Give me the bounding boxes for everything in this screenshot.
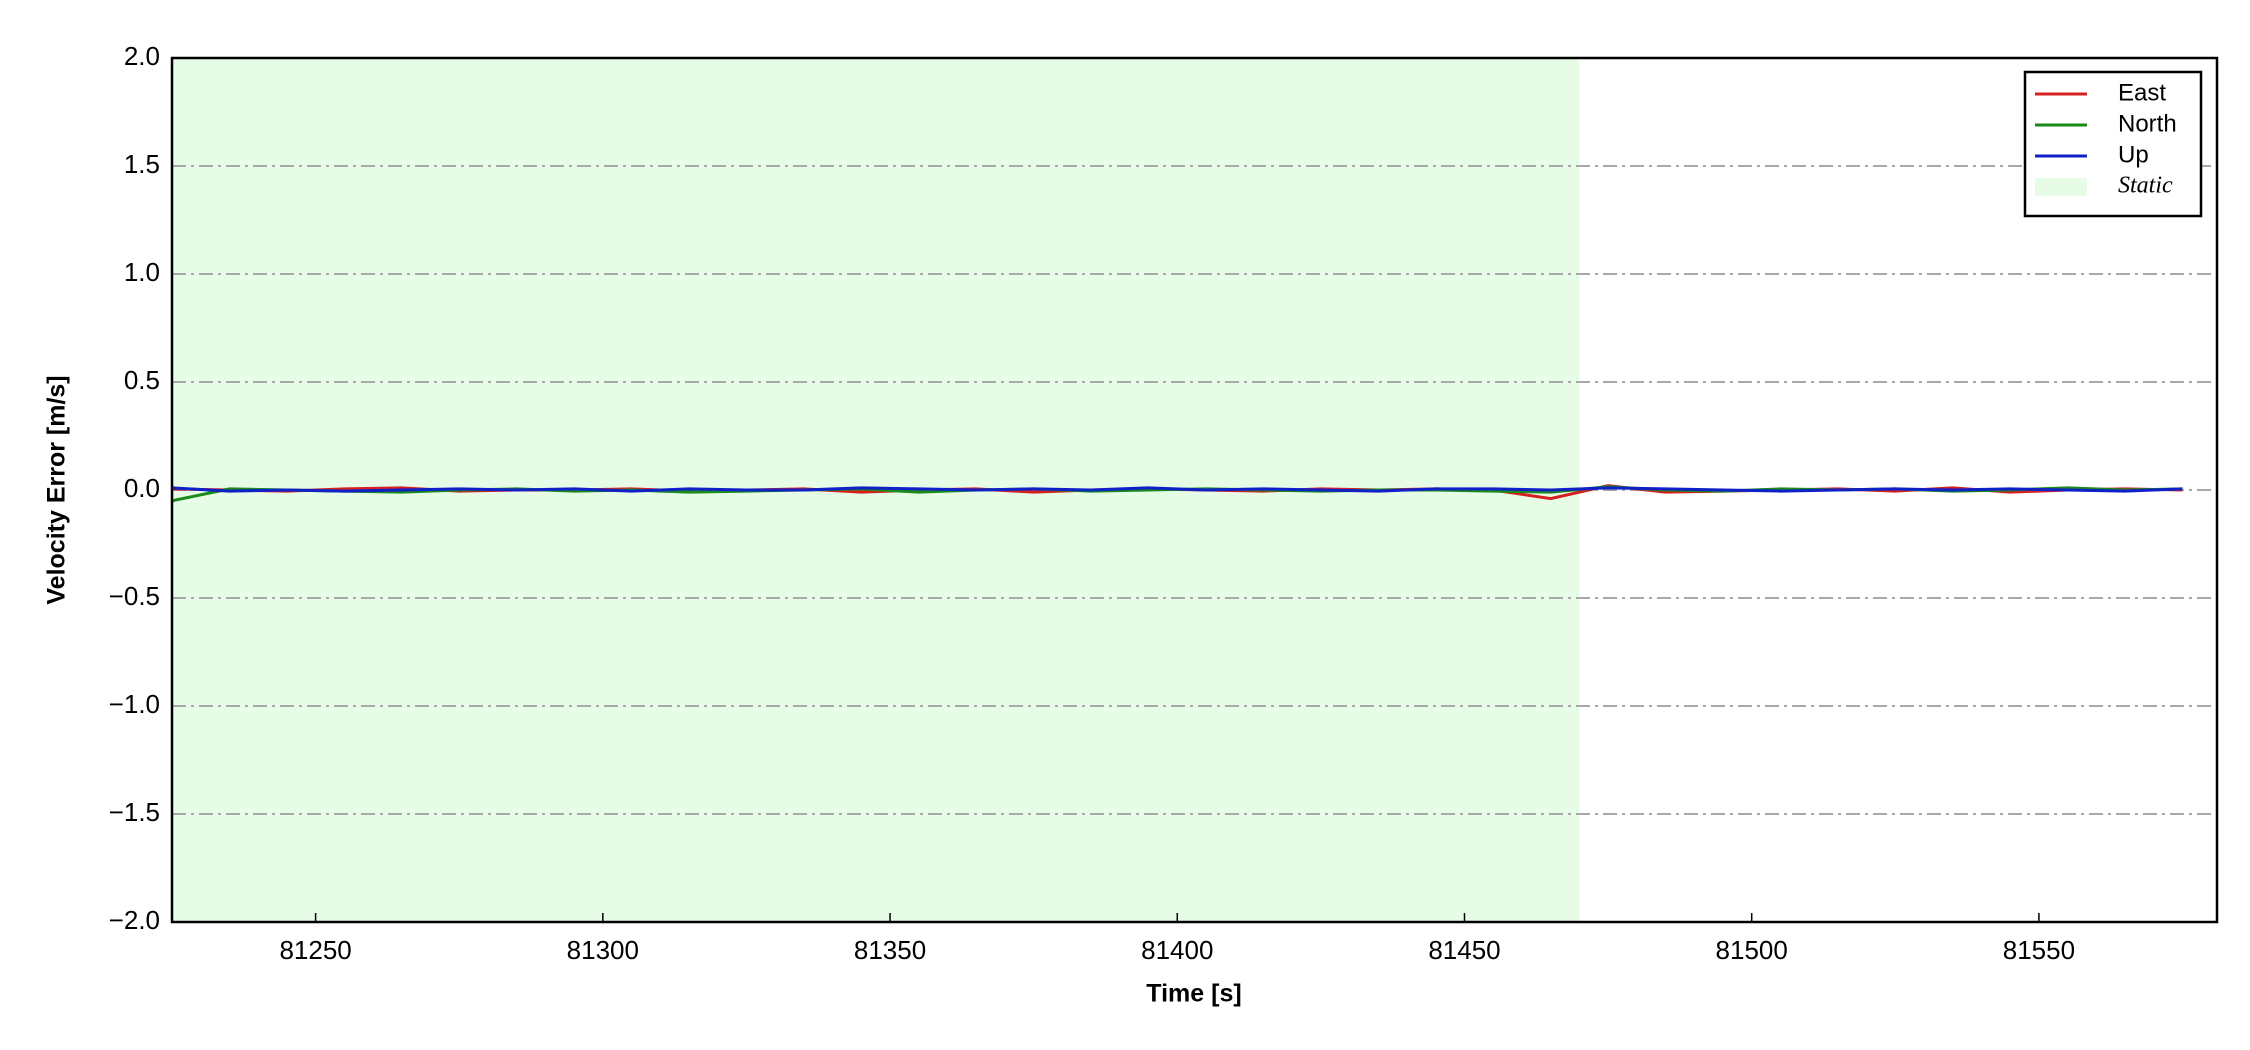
x-axis-label: Time [s]	[1146, 980, 1241, 1008]
x-tick-label: 81300	[567, 935, 639, 965]
y-axis-label: Velocity Error [m/s]	[43, 375, 71, 604]
y-tick-label: 0.0	[124, 473, 160, 503]
y-tick-label: 2.0	[124, 41, 160, 71]
legend-swatch	[2035, 178, 2087, 196]
legend-label: North	[2118, 110, 2177, 137]
x-tick-label: 81350	[854, 935, 926, 965]
y-tick-label: −2.0	[109, 905, 160, 935]
y-tick-label: 1.5	[124, 149, 160, 179]
series-line	[172, 486, 2183, 493]
x-tick-label: 81550	[2003, 935, 2075, 965]
y-tick-label: 1.0	[124, 257, 160, 287]
plot-frame	[170, 56, 2219, 924]
x-tick-label: 81450	[1428, 935, 1500, 965]
y-tick-label: −1.0	[109, 689, 160, 719]
y-tick-label: −0.5	[109, 581, 160, 611]
x-tick-label: 81500	[1716, 935, 1788, 965]
y-tick-label: −1.5	[109, 797, 160, 827]
legend-label: East	[2118, 79, 2166, 106]
legend-label: Up	[2118, 141, 2149, 168]
y-tick-label: 0.5	[124, 365, 160, 395]
x-tick-label: 81400	[1141, 935, 1213, 965]
x-tick-label: 81250	[279, 935, 351, 965]
legend-label: Static	[2118, 173, 2173, 199]
